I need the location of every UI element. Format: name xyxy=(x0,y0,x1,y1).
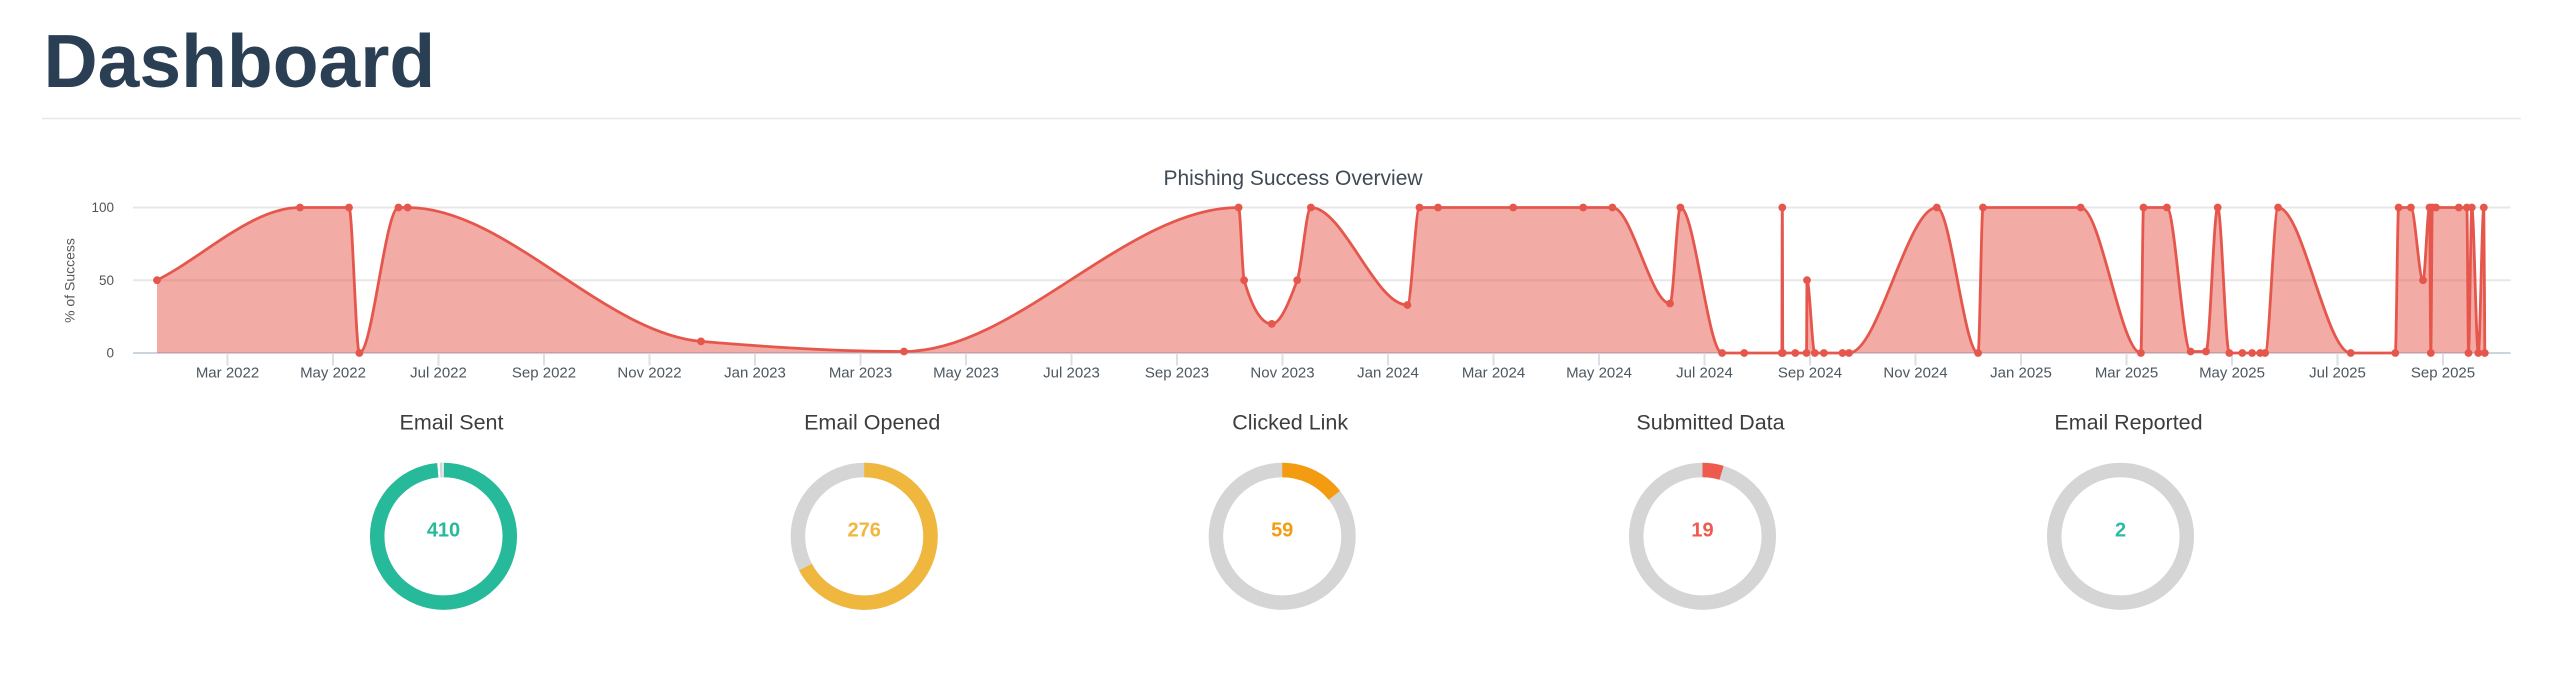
svg-text:Email Reported: Email Reported xyxy=(2054,410,2202,434)
svg-text:Mar 2023: Mar 2023 xyxy=(829,364,892,381)
svg-text:Phishing Success Overview: Phishing Success Overview xyxy=(1163,167,1423,190)
svg-text:Mar 2024: Mar 2024 xyxy=(1462,364,1525,381)
svg-text:Mar 2022: Mar 2022 xyxy=(196,364,259,381)
svg-text:0: 0 xyxy=(106,346,114,361)
svg-text:May 2022: May 2022 xyxy=(300,364,366,381)
svg-text:Jul 2025: Jul 2025 xyxy=(2309,364,2366,381)
svg-text:Jan 2025: Jan 2025 xyxy=(1990,364,2052,381)
svg-text:Jul 2023: Jul 2023 xyxy=(1043,364,1100,381)
svg-text:Sep 2025: Sep 2025 xyxy=(2411,364,2475,381)
svg-text:May 2024: May 2024 xyxy=(1566,364,1632,381)
svg-text:Clicked Link: Clicked Link xyxy=(1232,410,1348,434)
svg-text:19: 19 xyxy=(1691,520,1713,542)
svg-text:Jan 2023: Jan 2023 xyxy=(724,364,786,381)
svg-text:Sep 2022: Sep 2022 xyxy=(512,364,576,381)
svg-text:Jan 2024: Jan 2024 xyxy=(1357,364,1419,381)
svg-text:2: 2 xyxy=(2115,520,2126,542)
svg-text:Nov 2023: Nov 2023 xyxy=(1250,364,1314,381)
svg-text:Email Opened: Email Opened xyxy=(804,410,940,434)
svg-text:Sep 2023: Sep 2023 xyxy=(1145,364,1209,381)
svg-text:Email Sent: Email Sent xyxy=(400,410,504,434)
svg-text:May 2023: May 2023 xyxy=(933,364,999,381)
svg-text:276: 276 xyxy=(848,520,881,542)
svg-text:Dashboard: Dashboard xyxy=(44,19,436,103)
svg-text:410: 410 xyxy=(427,520,460,542)
svg-text:May 2025: May 2025 xyxy=(2199,364,2265,381)
svg-text:Submitted Data: Submitted Data xyxy=(1636,410,1784,434)
svg-text:% of Success: % of Success xyxy=(62,238,78,323)
svg-text:Mar 2025: Mar 2025 xyxy=(2095,364,2158,381)
svg-text:Jul 2022: Jul 2022 xyxy=(410,364,467,381)
svg-text:59: 59 xyxy=(1271,520,1293,542)
svg-text:Sep 2024: Sep 2024 xyxy=(1778,364,1842,381)
svg-text:50: 50 xyxy=(99,273,114,288)
svg-text:Nov 2022: Nov 2022 xyxy=(617,364,681,381)
svg-text:Jul 2024: Jul 2024 xyxy=(1676,364,1733,381)
svg-text:100: 100 xyxy=(91,200,114,215)
svg-text:Nov 2024: Nov 2024 xyxy=(1883,364,1947,381)
